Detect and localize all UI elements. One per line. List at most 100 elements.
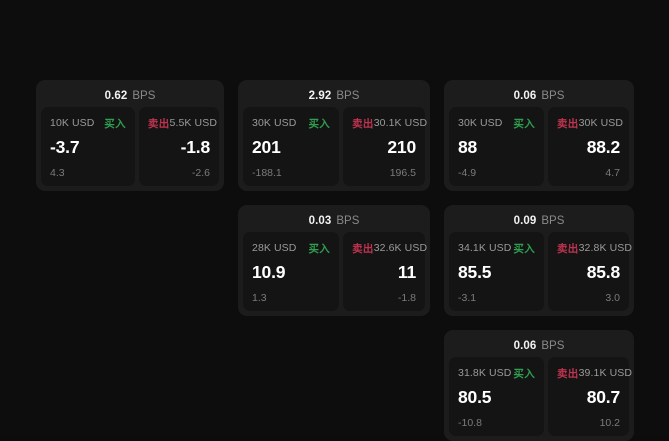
bps-unit-label: BPS [336, 214, 360, 227]
buy-side-label: 买入 [513, 117, 535, 130]
sell-size-label: 30.1K USD [373, 117, 428, 129]
bps-value: 2.92 [308, 89, 332, 102]
bps-unit-label: BPS [132, 89, 156, 102]
buy-panel-header: 34.1K USD 买入 [458, 241, 535, 255]
sell-panel-header: 卖出 5.5K USD [147, 116, 217, 130]
buy-side-label: 买入 [308, 242, 331, 255]
quote-card-columns: 0.62 BPS 10K USD 买入 -3.7 4.3 卖出 5.5K USD -1.8 -2.… [36, 80, 636, 441]
buy-delta: -4.9 [458, 166, 477, 179]
quote-column: 0.06 BPS 30K USD 买入 88 -4.9 卖出 30K USD 88.2 4.7 0.… [444, 80, 634, 441]
buy-size-label: 34.1K USD [458, 242, 512, 254]
buy-panel-header: 30K USD 买入 [252, 116, 330, 130]
quote-panels: 30K USD 买入 201 -188.1 卖出 30.1K USD 210 196.5 [243, 107, 427, 186]
buy-delta: 1.3 [252, 291, 267, 304]
sell-panel-header: 卖出 30.1K USD [352, 116, 427, 130]
quote-panels: 10K USD 买入 -3.7 4.3 卖出 5.5K USD -1.8 -2.6 [41, 107, 219, 186]
buy-price: -3.7 [50, 137, 80, 157]
buy-size-label: 10K USD [50, 117, 95, 129]
buy-panel[interactable]: 10K USD 买入 -3.7 4.3 [41, 107, 135, 186]
quote-card[interactable]: 0.03 BPS 28K USD 买入 10.9 1.3 卖出 32.6K USD 11 -1.8 [238, 205, 430, 316]
card-header: 2.92 BPS [243, 86, 425, 107]
buy-size-label: 31.8K USD [458, 367, 512, 379]
buy-panel-header: 30K USD 买入 [458, 116, 535, 130]
quote-panels: 30K USD 买入 88 -4.9 卖出 30K USD 88.2 4.7 [449, 107, 629, 186]
buy-panel-header: 31.8K USD 买入 [458, 366, 535, 380]
buy-panel[interactable]: 34.1K USD 买入 85.5 -3.1 [449, 232, 544, 311]
card-header: 0.09 BPS [449, 211, 629, 232]
quote-column: 0.62 BPS 10K USD 买入 -3.7 4.3 卖出 5.5K USD -1.8 -2.… [36, 80, 224, 191]
bps-value: 0.09 [513, 214, 537, 227]
buy-size-label: 30K USD [458, 117, 503, 129]
buy-size-label: 28K USD [252, 242, 297, 254]
buy-panel[interactable]: 31.8K USD 买入 80.5 -10.8 [449, 357, 544, 436]
buy-side-label: 买入 [513, 242, 535, 255]
sell-side-label: 卖出 [352, 117, 374, 130]
sell-panel-header: 卖出 32.8K USD [557, 241, 632, 255]
sell-panel[interactable]: 卖出 30K USD 88.2 4.7 [548, 107, 629, 186]
buy-delta: -3.1 [458, 291, 477, 304]
sell-size-label: 32.8K USD [578, 242, 633, 254]
sell-panel[interactable]: 卖出 5.5K USD -1.8 -2.6 [138, 107, 219, 186]
sell-delta: -2.6 [191, 166, 210, 179]
quote-column: 2.92 BPS 30K USD 买入 201 -188.1 卖出 30.1K USD 210 1… [238, 80, 430, 316]
sell-price: -1.8 [180, 137, 211, 157]
buy-panel[interactable]: 30K USD 买入 201 -188.1 [243, 107, 340, 186]
buy-panel-header: 28K USD 买入 [252, 241, 330, 255]
buy-delta: -188.1 [252, 166, 282, 179]
sell-panel[interactable]: 卖出 32.8K USD 85.8 3.0 [548, 232, 632, 311]
sell-size-label: 32.6K USD [373, 242, 428, 254]
bps-unit-label: BPS [336, 89, 360, 102]
buy-price: 88 [458, 137, 478, 157]
sell-side-label: 卖出 [557, 242, 579, 255]
quote-card[interactable]: 0.06 BPS 30K USD 买入 88 -4.9 卖出 30K USD 88.2 4.7 [444, 80, 634, 191]
card-header: 0.06 BPS [449, 86, 629, 107]
sell-panel[interactable]: 卖出 30.1K USD 210 196.5 [343, 107, 427, 186]
buy-panel-header: 10K USD 买入 [50, 116, 126, 130]
sell-delta: -1.8 [397, 291, 416, 304]
bps-unit-label: BPS [541, 339, 565, 352]
quote-card[interactable]: 0.06 BPS 31.8K USD 买入 80.5 -10.8 卖出 39.1K USD 80… [444, 330, 634, 441]
sell-size-label: 39.1K USD [578, 367, 633, 379]
sell-price: 11 [397, 262, 416, 282]
quote-panels: 31.8K USD 买入 80.5 -10.8 卖出 39.1K USD 80.7 10.2 [449, 357, 632, 436]
buy-price: 201 [252, 137, 281, 157]
sell-panel-header: 卖出 39.1K USD [557, 366, 632, 380]
sell-delta: 4.7 [605, 166, 620, 179]
bps-value: 0.62 [104, 89, 128, 102]
buy-size-label: 30K USD [252, 117, 297, 129]
card-header: 0.62 BPS [41, 86, 219, 107]
bps-value: 0.03 [308, 214, 332, 227]
sell-price: 80.7 [586, 387, 620, 407]
sell-delta: 3.0 [605, 291, 620, 304]
bps-unit-label: BPS [541, 214, 565, 227]
sell-panel[interactable]: 卖出 32.6K USD 11 -1.8 [343, 232, 427, 311]
card-header: 0.03 BPS [243, 211, 425, 232]
sell-size-label: 5.5K USD [169, 117, 218, 129]
sell-panel-header: 卖出 30K USD [557, 116, 624, 130]
buy-panel[interactable]: 30K USD 买入 88 -4.9 [449, 107, 544, 186]
buy-price: 80.5 [458, 387, 492, 407]
sell-side-label: 卖出 [557, 367, 579, 380]
card-header: 0.06 BPS [449, 336, 629, 357]
sell-side-label: 卖出 [352, 242, 374, 255]
sell-price: 210 [387, 137, 416, 157]
sell-size-label: 30K USD [578, 117, 624, 129]
sell-panel[interactable]: 卖出 39.1K USD 80.7 10.2 [548, 357, 632, 436]
quote-card[interactable]: 2.92 BPS 30K USD 买入 201 -188.1 卖出 30.1K USD 210 1… [238, 80, 430, 191]
quote-card[interactable]: 0.09 BPS 34.1K USD 买入 85.5 -3.1 卖出 32.8K USD 85.… [444, 205, 634, 316]
sell-delta: 196.5 [389, 166, 416, 179]
sell-panel-header: 卖出 32.6K USD [352, 241, 427, 255]
buy-side-label: 买入 [104, 117, 126, 130]
quote-card[interactable]: 0.62 BPS 10K USD 买入 -3.7 4.3 卖出 5.5K USD -1.8 -2.… [36, 80, 224, 191]
sell-side-label: 卖出 [147, 117, 170, 130]
sell-side-label: 卖出 [557, 117, 579, 130]
sell-price: 85.8 [586, 262, 620, 282]
buy-delta: -10.8 [458, 416, 482, 429]
bps-unit-label: BPS [541, 89, 565, 102]
buy-delta: 4.3 [50, 166, 65, 179]
buy-panel[interactable]: 28K USD 买入 10.9 1.3 [243, 232, 340, 311]
buy-price: 10.9 [252, 262, 286, 282]
bps-value: 0.06 [513, 89, 537, 102]
buy-side-label: 买入 [513, 367, 535, 380]
